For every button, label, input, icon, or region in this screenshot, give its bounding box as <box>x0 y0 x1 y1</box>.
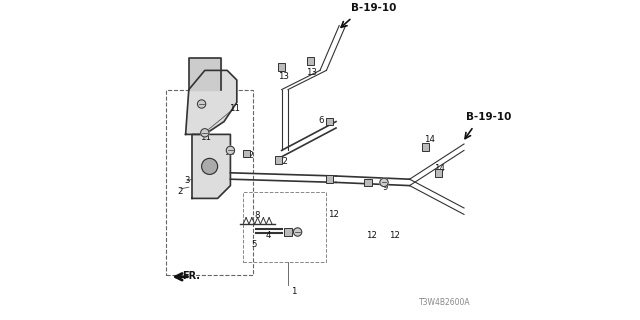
Text: 2: 2 <box>178 188 183 196</box>
FancyBboxPatch shape <box>278 63 285 71</box>
Text: 12: 12 <box>277 157 288 166</box>
Text: 13: 13 <box>306 68 317 76</box>
Polygon shape <box>186 70 237 134</box>
Text: 12: 12 <box>388 231 400 240</box>
Circle shape <box>380 178 388 187</box>
Text: 6: 6 <box>319 116 324 124</box>
Text: 8: 8 <box>254 211 260 220</box>
Text: 14: 14 <box>434 164 445 172</box>
Text: 12: 12 <box>328 210 339 219</box>
Circle shape <box>202 158 218 174</box>
FancyBboxPatch shape <box>326 175 333 183</box>
FancyBboxPatch shape <box>307 57 314 65</box>
Text: 4: 4 <box>266 231 271 240</box>
Circle shape <box>201 129 209 137</box>
Polygon shape <box>192 134 230 198</box>
FancyBboxPatch shape <box>422 143 429 151</box>
Text: 3: 3 <box>184 176 189 185</box>
FancyBboxPatch shape <box>243 150 250 157</box>
Text: 1: 1 <box>291 287 297 296</box>
Text: 5: 5 <box>251 240 257 249</box>
Text: 9: 9 <box>383 183 388 192</box>
Text: 11: 11 <box>229 104 240 113</box>
FancyBboxPatch shape <box>435 169 442 177</box>
Text: 13: 13 <box>278 72 289 81</box>
Circle shape <box>197 100 206 108</box>
Text: FR.: FR. <box>182 271 200 281</box>
Text: 7: 7 <box>288 229 294 238</box>
FancyBboxPatch shape <box>284 228 292 236</box>
Circle shape <box>227 146 235 155</box>
FancyBboxPatch shape <box>326 118 333 125</box>
Circle shape <box>293 228 302 236</box>
Text: 10: 10 <box>224 148 235 157</box>
Polygon shape <box>189 58 221 90</box>
Text: B-19-10: B-19-10 <box>466 112 511 122</box>
FancyBboxPatch shape <box>275 156 282 164</box>
Text: T3W4B2600A: T3W4B2600A <box>419 298 470 307</box>
Text: 12: 12 <box>243 151 254 160</box>
Text: 12: 12 <box>366 231 378 240</box>
Text: 11: 11 <box>200 133 211 142</box>
Text: B-19-10: B-19-10 <box>351 4 397 13</box>
FancyBboxPatch shape <box>364 179 372 186</box>
Text: 14: 14 <box>424 135 435 144</box>
